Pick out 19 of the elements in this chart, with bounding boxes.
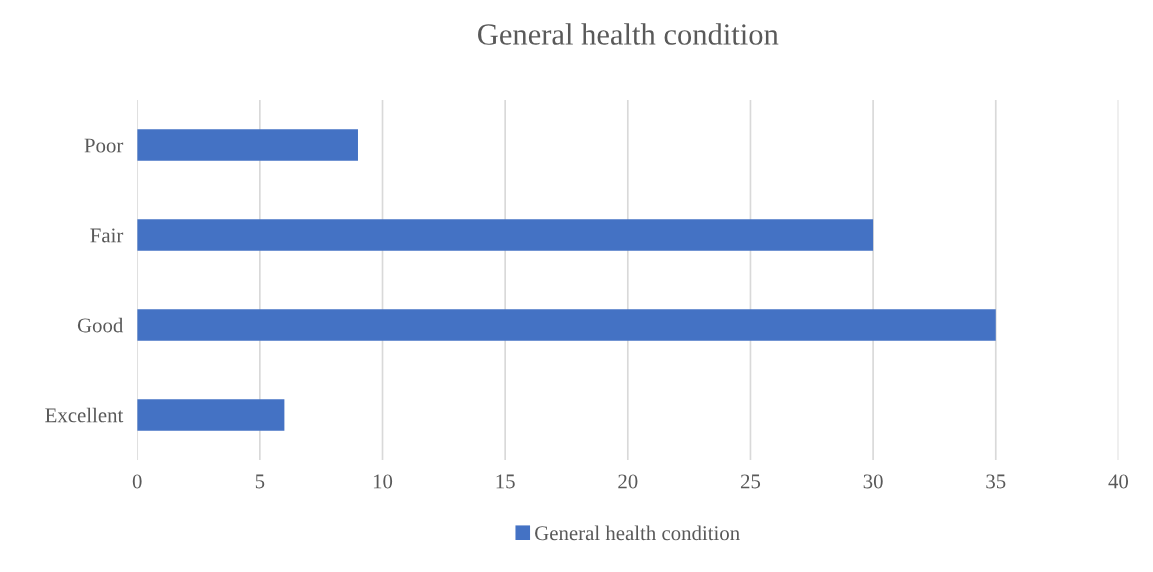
y-tick-label: Good bbox=[77, 317, 124, 333]
x-tick-label: 20 bbox=[618, 474, 638, 489]
x-tick-label: 5 bbox=[255, 474, 265, 489]
x-tick-label: 15 bbox=[496, 474, 515, 489]
y-tick-label: Excellent bbox=[45, 407, 124, 423]
bar bbox=[137, 399, 285, 431]
x-tick-label: 0 bbox=[132, 474, 142, 489]
y-tick-label: Fair bbox=[90, 228, 124, 243]
chart-title: General health condition bbox=[478, 23, 779, 45]
x-tick-label: 35 bbox=[986, 474, 1006, 489]
x-tick-label: 30 bbox=[863, 474, 883, 489]
y-tick-label: Poor bbox=[84, 138, 124, 153]
x-tick-label: 40 bbox=[1108, 474, 1129, 489]
x-tick-label: 10 bbox=[373, 474, 393, 489]
x-tick-label: 25 bbox=[740, 474, 761, 489]
bar bbox=[137, 309, 996, 341]
legend-label: General health condition bbox=[535, 525, 740, 541]
bar bbox=[137, 129, 358, 161]
bar bbox=[137, 219, 874, 251]
